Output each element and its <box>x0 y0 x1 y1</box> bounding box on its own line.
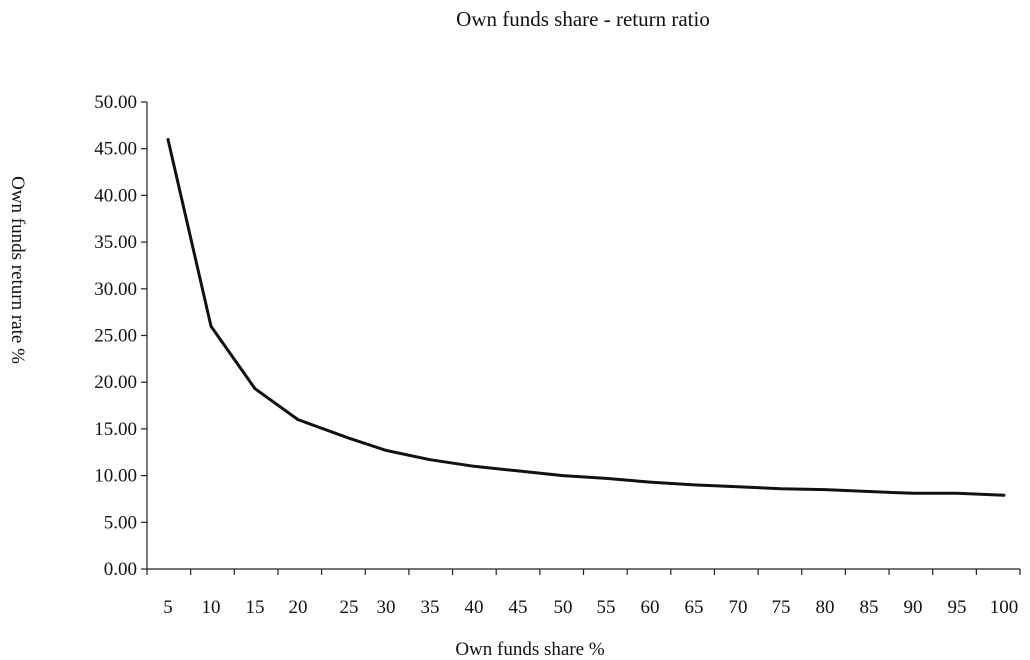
y-tick-label: 25.00 <box>94 326 137 347</box>
x-tick-label: 40 <box>465 597 484 618</box>
x-tick-label: 80 <box>816 597 835 618</box>
x-axis-label: Own funds share % <box>455 639 605 660</box>
y-tick-label: 35.00 <box>94 232 137 253</box>
x-tick-label: 70 <box>729 597 748 618</box>
y-tick-label: 5.00 <box>104 512 137 533</box>
x-tick-label: 60 <box>641 597 660 618</box>
x-tick-label: 5 <box>163 597 173 618</box>
y-tick-label: 0.00 <box>104 559 137 580</box>
x-tick-label: 15 <box>246 597 265 618</box>
x-tick-label: 10 <box>202 597 221 618</box>
y-tick-label: 40.00 <box>94 185 137 206</box>
x-tick-label: 85 <box>860 597 879 618</box>
x-tick-label: 55 <box>597 597 616 618</box>
x-tick-label: 45 <box>509 597 528 618</box>
x-tick-label: 100 <box>990 597 1019 618</box>
y-tick-label: 15.00 <box>94 419 137 440</box>
x-tick-label: 20 <box>289 597 308 618</box>
y-tick-label: 20.00 <box>94 372 137 393</box>
x-tick-label: 90 <box>904 597 923 618</box>
series-layer <box>166 137 1006 497</box>
x-tick-label: 25 <box>340 597 359 618</box>
x-tick-label: 30 <box>377 597 396 618</box>
x-tick-label: 50 <box>554 597 573 618</box>
x-tick-label: 65 <box>685 597 704 618</box>
y-tick-label: 30.00 <box>94 279 137 300</box>
x-tick-label: 35 <box>421 597 440 618</box>
y-tick-label: 10.00 <box>94 466 137 487</box>
series-line <box>166 137 1006 497</box>
x-tick-label: 95 <box>948 597 967 618</box>
y-tick-label: 45.00 <box>94 139 137 160</box>
chart-title: Own funds share - return ratio <box>456 7 710 31</box>
y-tick-label: 50.00 <box>94 92 137 113</box>
x-tick-label: 75 <box>772 597 791 618</box>
y-axis: 0.00 5.00 10.00 15.00 20.00 25.00 30.00 35.00 40… <box>94 92 148 580</box>
x-axis: 5 10 15 20 25 30 35 40 45 50 55 60 65 70 75 80 85 90 95 100 <box>146 568 1021 618</box>
y-axis-label: Own funds return rate % <box>7 176 28 364</box>
